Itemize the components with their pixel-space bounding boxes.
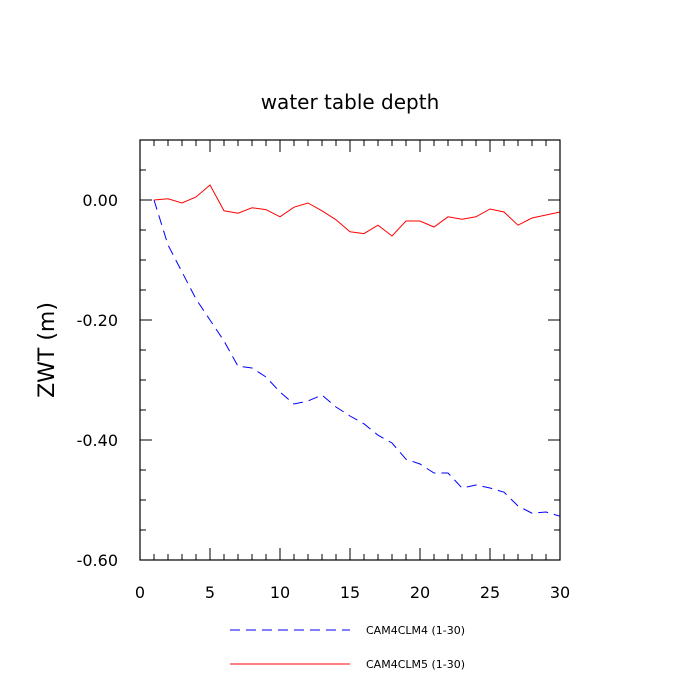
series-line-2 xyxy=(153,184,561,237)
y-tick-label: -0.40 xyxy=(77,431,118,450)
x-tick-label: 30 xyxy=(550,583,570,602)
x-tick-label: 5 xyxy=(205,583,215,602)
x-tick-labels: 0 5 10 15 20 25 30 xyxy=(135,583,570,602)
legend-label-2: CAM4CLM5 (1-30) xyxy=(366,658,465,671)
chart-title: water table depth xyxy=(261,90,440,114)
y-tick-label: -0.60 xyxy=(77,551,118,570)
x-tick-label: 20 xyxy=(410,583,430,602)
x-tick-label: 0 xyxy=(135,583,145,602)
x-tick-label: 10 xyxy=(270,583,290,602)
legend: CAM4CLM4 (1-30) CAM4CLM5 (1-30) xyxy=(230,624,465,671)
plot-frame xyxy=(139,139,561,561)
series-layer xyxy=(153,184,561,517)
series-line-1 xyxy=(153,199,561,517)
x-tick-label: 25 xyxy=(480,583,500,602)
axis-ticks xyxy=(139,139,561,561)
y-tick-labels: 0.00 -0.20 -0.40 -0.60 xyxy=(77,191,118,570)
y-axis-label: ZWT (m) xyxy=(35,302,60,398)
x-tick-label: 15 xyxy=(340,583,360,602)
y-tick-label: -0.20 xyxy=(77,311,118,330)
legend-label-1: CAM4CLM4 (1-30) xyxy=(366,624,465,637)
y-tick-label: 0.00 xyxy=(82,191,118,210)
